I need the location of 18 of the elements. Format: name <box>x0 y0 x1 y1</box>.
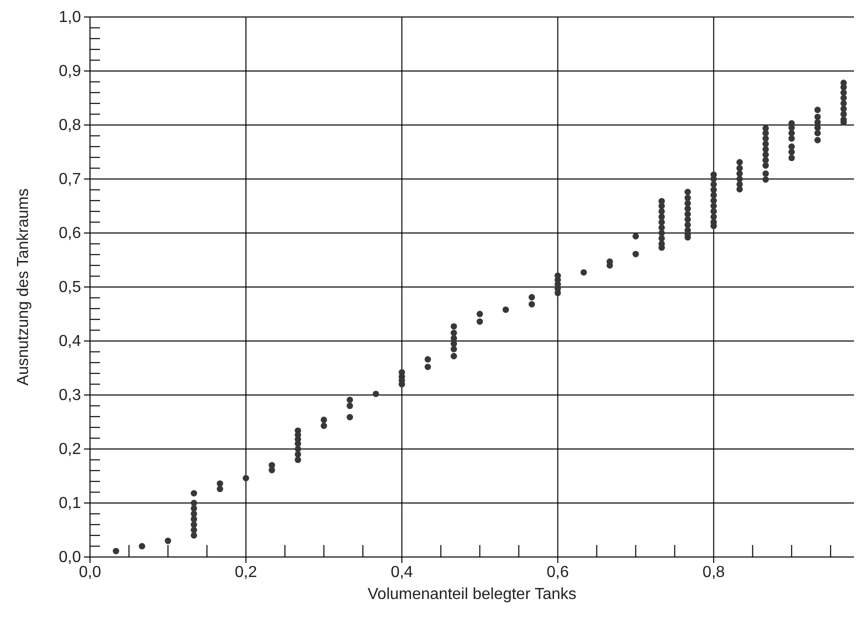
y-tick-label: 1,0 <box>58 9 82 26</box>
y-tick-label: 0,3 <box>58 387 82 404</box>
y-tick-label: 0,9 <box>58 63 82 80</box>
y-tick-label: 0,5 <box>58 279 82 296</box>
x-tick-label: 0,4 <box>390 564 414 581</box>
y-tick-label: 0,2 <box>58 441 82 458</box>
y-tick-label: 0,7 <box>58 171 82 188</box>
y-tick-label: 0,8 <box>58 117 82 134</box>
x-tick-label: 0,0 <box>78 564 102 581</box>
x-tick-label: 0,2 <box>234 564 258 581</box>
y-tick-label: 0,6 <box>58 225 82 242</box>
x-tick-label: 0,6 <box>546 564 569 581</box>
y-tick-label: 0,1 <box>58 495 82 512</box>
x-tick-label: 0,8 <box>702 564 725 581</box>
y-tick-label: 0,0 <box>58 549 82 566</box>
y-tick-label: 0,4 <box>58 333 82 350</box>
x-axis-title: Volumenanteil belegter Tanks <box>368 586 576 603</box>
y-axis-title: Ausnutzung des Tankraums <box>15 188 32 386</box>
